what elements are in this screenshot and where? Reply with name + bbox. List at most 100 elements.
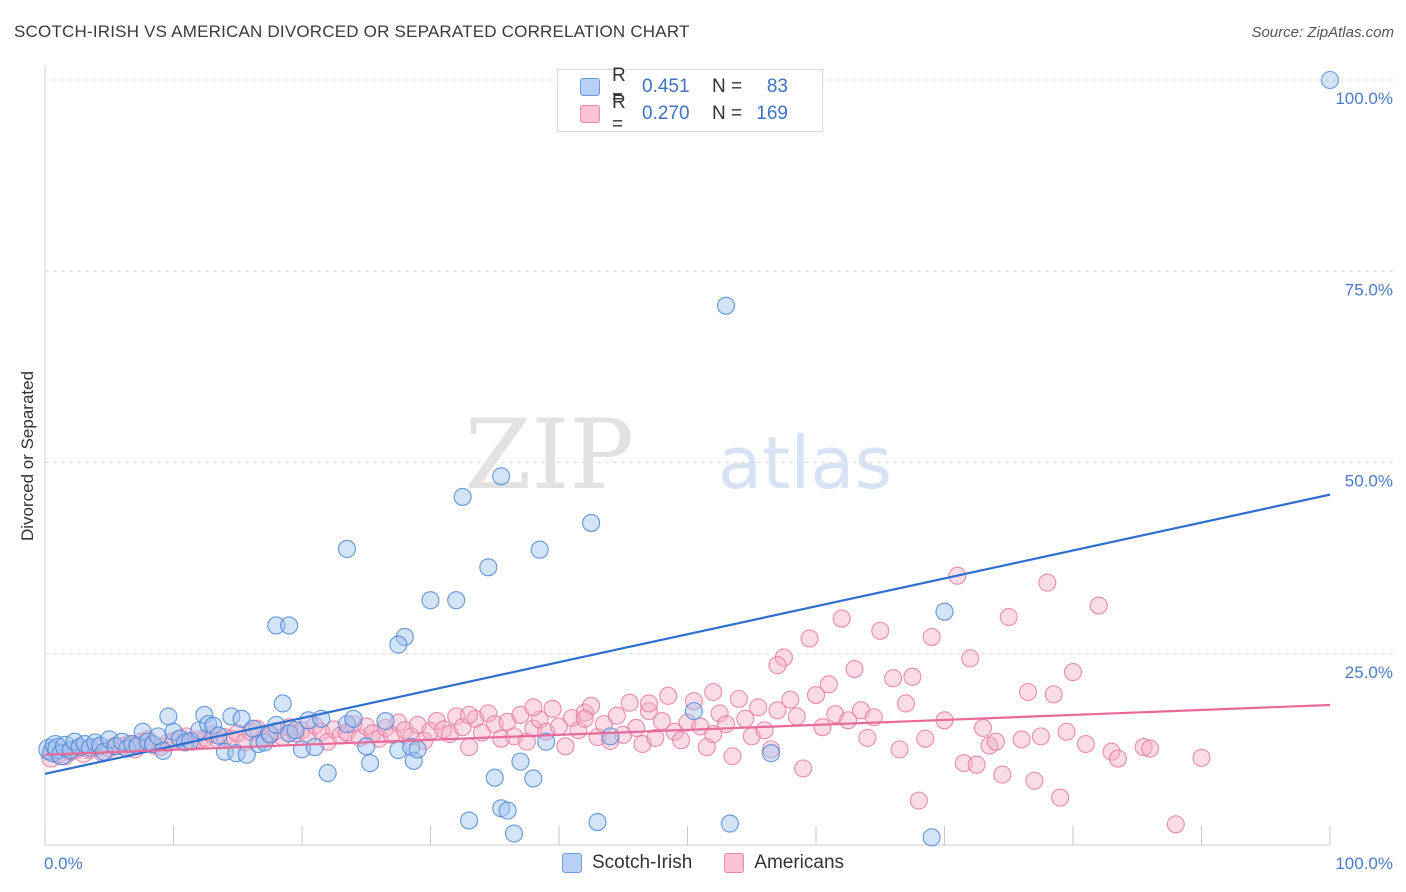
source-label: Source: ZipAtlas.com [1251, 24, 1394, 41]
watermark: ZIP atlas [465, 399, 892, 511]
data-point [806, 686, 826, 705]
data-point [935, 602, 954, 621]
data-point [492, 467, 511, 486]
data-point [755, 721, 774, 740]
data-point [890, 740, 909, 759]
data-point [768, 701, 787, 720]
chart-title: SCOTCH-IRISH VS AMERICAN DIVORCED OR SEP… [14, 22, 690, 41]
data-point [871, 621, 890, 640]
legend-item-scotch-irish[interactable]: Scotch-Irish [561, 852, 693, 874]
legend-item-americans[interactable]: Americans [724, 852, 844, 874]
data-point [800, 629, 819, 648]
legend-r-value: 0.270 [642, 103, 690, 124]
data-point [453, 487, 472, 506]
data-point [761, 740, 781, 759]
data-point [1320, 70, 1340, 90]
data-point [704, 682, 723, 702]
data-point [404, 751, 423, 770]
data-point [813, 718, 832, 737]
legend-swatch-blue [561, 853, 582, 873]
trend-lines [44, 493, 1331, 775]
y-tick-label: 100.0% [1335, 89, 1393, 108]
data-point [361, 754, 380, 773]
tick-labels: 25.0% 50.0% 75.0% 100.0% 0.0% 100.0% [44, 89, 1393, 873]
data-point [684, 692, 703, 711]
data-point [716, 715, 736, 734]
data-point [485, 768, 504, 787]
data-point [896, 694, 916, 713]
data-point [498, 801, 517, 820]
data-point [993, 765, 1012, 784]
data-point [389, 635, 408, 654]
data-point [922, 828, 941, 847]
data-point [159, 707, 178, 726]
data-point [787, 707, 806, 726]
data-point [395, 627, 414, 646]
data-point [922, 627, 941, 646]
data-point [376, 712, 395, 731]
data-point [884, 669, 903, 688]
data-point [305, 738, 324, 757]
data-point [1102, 742, 1121, 761]
legend-swatch-pink [724, 853, 745, 873]
data-point [504, 824, 524, 843]
trend-line [44, 703, 1331, 756]
data-point [267, 616, 286, 635]
x-tick-label: 0.0% [44, 854, 83, 873]
data-point [459, 811, 479, 830]
axes [44, 66, 1331, 846]
data-point [164, 722, 183, 741]
data-point [720, 814, 739, 833]
gridlines [45, 79, 1395, 655]
data-point [761, 744, 781, 763]
data-point [601, 727, 620, 746]
data-point [459, 705, 479, 725]
legend-label: Americans [754, 852, 845, 873]
data-point [639, 702, 659, 721]
legend-label: Scotch-Irish [591, 852, 693, 873]
data-point [530, 540, 549, 559]
data-point [832, 609, 851, 628]
data-point [639, 694, 659, 713]
correlation-legend: R = 0.451 N = 83 R = 0.270 N = 169 [557, 65, 823, 135]
legend-n-value: 169 [756, 103, 788, 124]
data-point [710, 704, 729, 723]
data-point [286, 721, 305, 740]
data-point [1057, 722, 1076, 741]
data-point [479, 704, 498, 723]
data-point [280, 616, 299, 635]
data-point [582, 513, 601, 532]
data-point [845, 659, 864, 679]
data-point [537, 732, 556, 751]
data-point [511, 752, 530, 771]
data-point [524, 769, 543, 788]
data-point [659, 686, 678, 705]
data-point [1192, 748, 1211, 767]
data-point [344, 709, 363, 728]
legend-r-label: R = [612, 92, 626, 135]
data-point [916, 729, 935, 748]
data-point [909, 791, 928, 810]
data-point [556, 737, 575, 756]
data-point [524, 698, 543, 717]
data-point [1025, 771, 1044, 790]
data-point [249, 734, 268, 754]
data-point [627, 718, 646, 738]
data-point [794, 759, 813, 778]
data-point [684, 702, 703, 721]
data-point [273, 694, 292, 713]
watermark-zip: ZIP [465, 399, 634, 511]
data-point [768, 656, 787, 675]
data-point [1141, 739, 1160, 758]
data-point [858, 728, 877, 747]
data-point [1166, 815, 1185, 834]
data-point [479, 558, 498, 577]
legend-row-americans: R = 0.270 N = 169 [580, 92, 788, 135]
data-point [337, 539, 357, 558]
data-point [1038, 573, 1057, 592]
data-point [447, 591, 466, 610]
data-point [1051, 788, 1070, 807]
y-tick-label: 75.0% [1345, 280, 1393, 299]
data-point [575, 709, 594, 728]
